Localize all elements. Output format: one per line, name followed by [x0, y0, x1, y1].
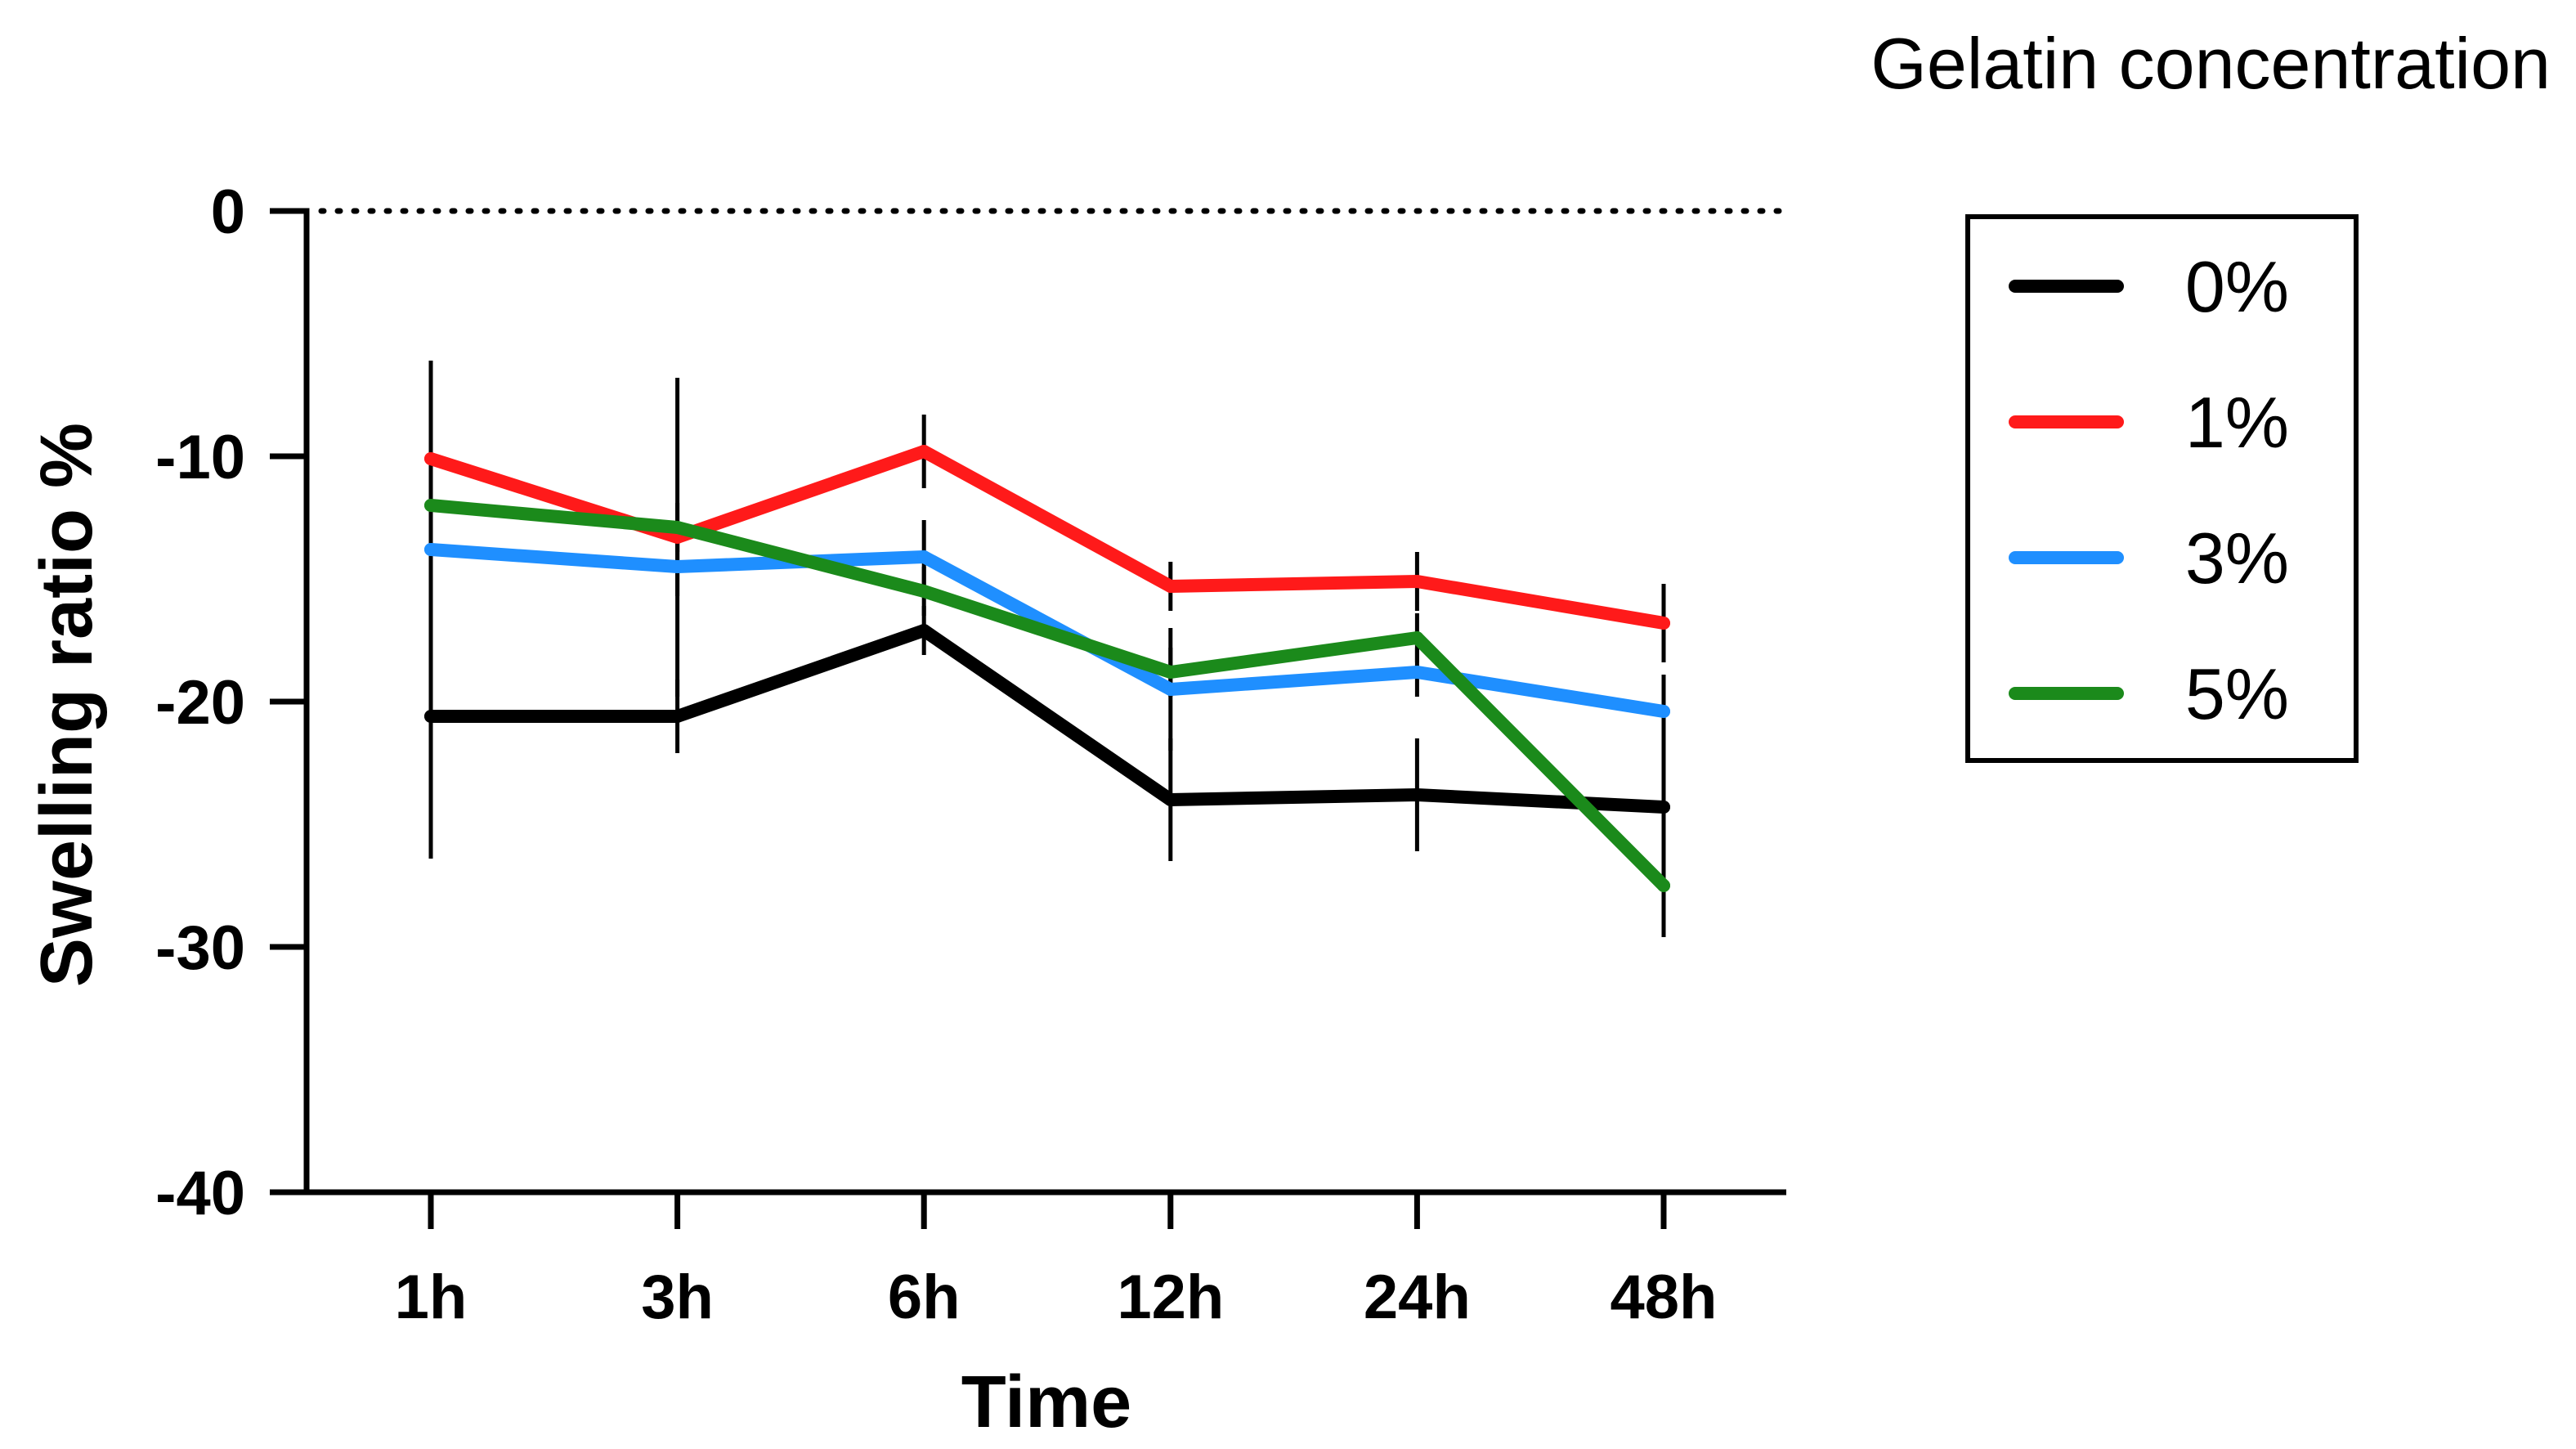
data-point [917, 445, 931, 458]
data-point [670, 521, 684, 534]
data-point [670, 710, 684, 723]
legend: 0% 1% 3% 5% [2009, 246, 2289, 734]
data-point [424, 499, 437, 512]
legend-label: 5% [2185, 653, 2289, 734]
legend-title: Gelatin concentration [1870, 23, 2551, 104]
data-point [917, 550, 931, 563]
series-lines [424, 445, 1670, 892]
data-point [1410, 575, 1424, 588]
legend-item: 3% [2009, 518, 2289, 599]
data-point [1657, 801, 1670, 814]
data-point [424, 452, 437, 465]
data-point [1163, 793, 1177, 806]
x-tick-label: 3h [641, 1263, 714, 1332]
x-tick-label: 12h [1117, 1263, 1224, 1332]
data-point [1163, 580, 1177, 593]
data-point [1657, 705, 1670, 718]
y-tick-label: 0 [211, 177, 245, 247]
y-tick-label: -40 [155, 1159, 245, 1228]
series-line [424, 499, 1670, 892]
data-point [424, 543, 437, 556]
data-point [424, 710, 437, 723]
data-point [670, 560, 684, 573]
y-axis-title: Swelling ratio % [26, 423, 108, 987]
x-tick-label: 24h [1364, 1263, 1471, 1332]
series-line [424, 445, 1670, 630]
y-ticks: 0 -10 -20 -30 -40 [155, 177, 307, 1228]
y-tick-label: -10 [155, 423, 245, 492]
data-point [1657, 617, 1670, 630]
legend-label: 3% [2185, 518, 2289, 599]
data-point [1163, 666, 1177, 679]
x-axis-title: Time [961, 1362, 1131, 1443]
legend-label: 0% [2185, 246, 2289, 327]
y-tick-label: -30 [155, 913, 245, 983]
data-point [1410, 666, 1424, 679]
x-tick-label: 48h [1611, 1263, 1718, 1332]
series-line [424, 624, 1670, 814]
legend-box [1965, 214, 2359, 763]
data-point [917, 624, 931, 637]
data-point [1163, 683, 1177, 696]
legend-item: 0% [2009, 246, 2289, 327]
x-tick-label: 6h [888, 1263, 961, 1332]
data-point [917, 585, 931, 598]
data-point [1410, 631, 1424, 644]
y-tick-label: -20 [155, 668, 245, 738]
x-ticks: 1h 3h 6h 12h 24h 48h [395, 1192, 1718, 1332]
x-tick-label: 1h [395, 1263, 468, 1332]
error-bars [428, 361, 1666, 937]
legend-label: 1% [2185, 382, 2289, 463]
data-point [1657, 879, 1670, 892]
legend-item: 1% [2009, 382, 2289, 463]
data-point [1410, 788, 1424, 801]
legend-item: 5% [2009, 653, 2289, 734]
